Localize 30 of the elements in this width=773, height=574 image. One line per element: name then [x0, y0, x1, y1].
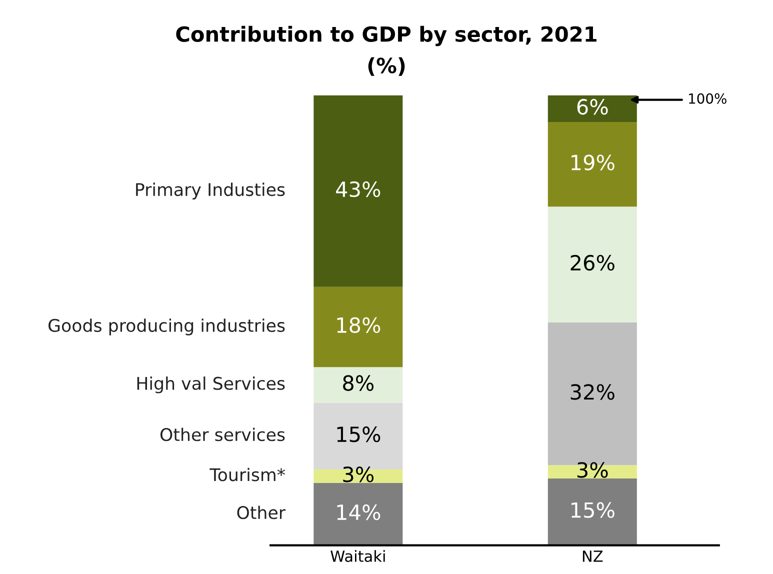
x-tick-label: Waitaki: [330, 550, 385, 562]
data-label: 19%: [572, 154, 614, 170]
data-label: 15%: [337, 426, 380, 442]
series-label: Goods producing industries: [48, 318, 285, 336]
data-label: 8%: [343, 375, 374, 391]
bar: [314, 95, 403, 287]
data-label: 6%: [577, 98, 608, 115]
series-label: Other services: [160, 428, 285, 442]
bar: [548, 122, 637, 207]
data-label: 43%: [336, 181, 380, 198]
data-label: 3%: [343, 466, 374, 482]
x-tick-label: NZ: [582, 550, 603, 562]
bar: [314, 482, 403, 546]
data-label: 14%: [337, 504, 380, 520]
chart-title: Contribution to GDP by sector, 2021 (%): [176, 26, 596, 76]
bar: [548, 95, 637, 122]
bar: [548, 478, 637, 546]
data-label: 32%: [570, 384, 614, 400]
data-label: 26%: [570, 254, 614, 271]
data-label: 18%: [337, 317, 380, 334]
series-label: Primary Industies: [136, 182, 285, 200]
bar: [548, 206, 637, 323]
series-label: Other: [237, 506, 286, 520]
annotation: 100%: [689, 93, 726, 104]
series-label: High val Services: [137, 376, 285, 394]
bar: [314, 367, 403, 403]
series-label: Tourism*: [210, 468, 286, 482]
data-label: 3%: [577, 462, 608, 478]
data-label: 15%: [572, 502, 614, 518]
bar: [314, 286, 403, 368]
